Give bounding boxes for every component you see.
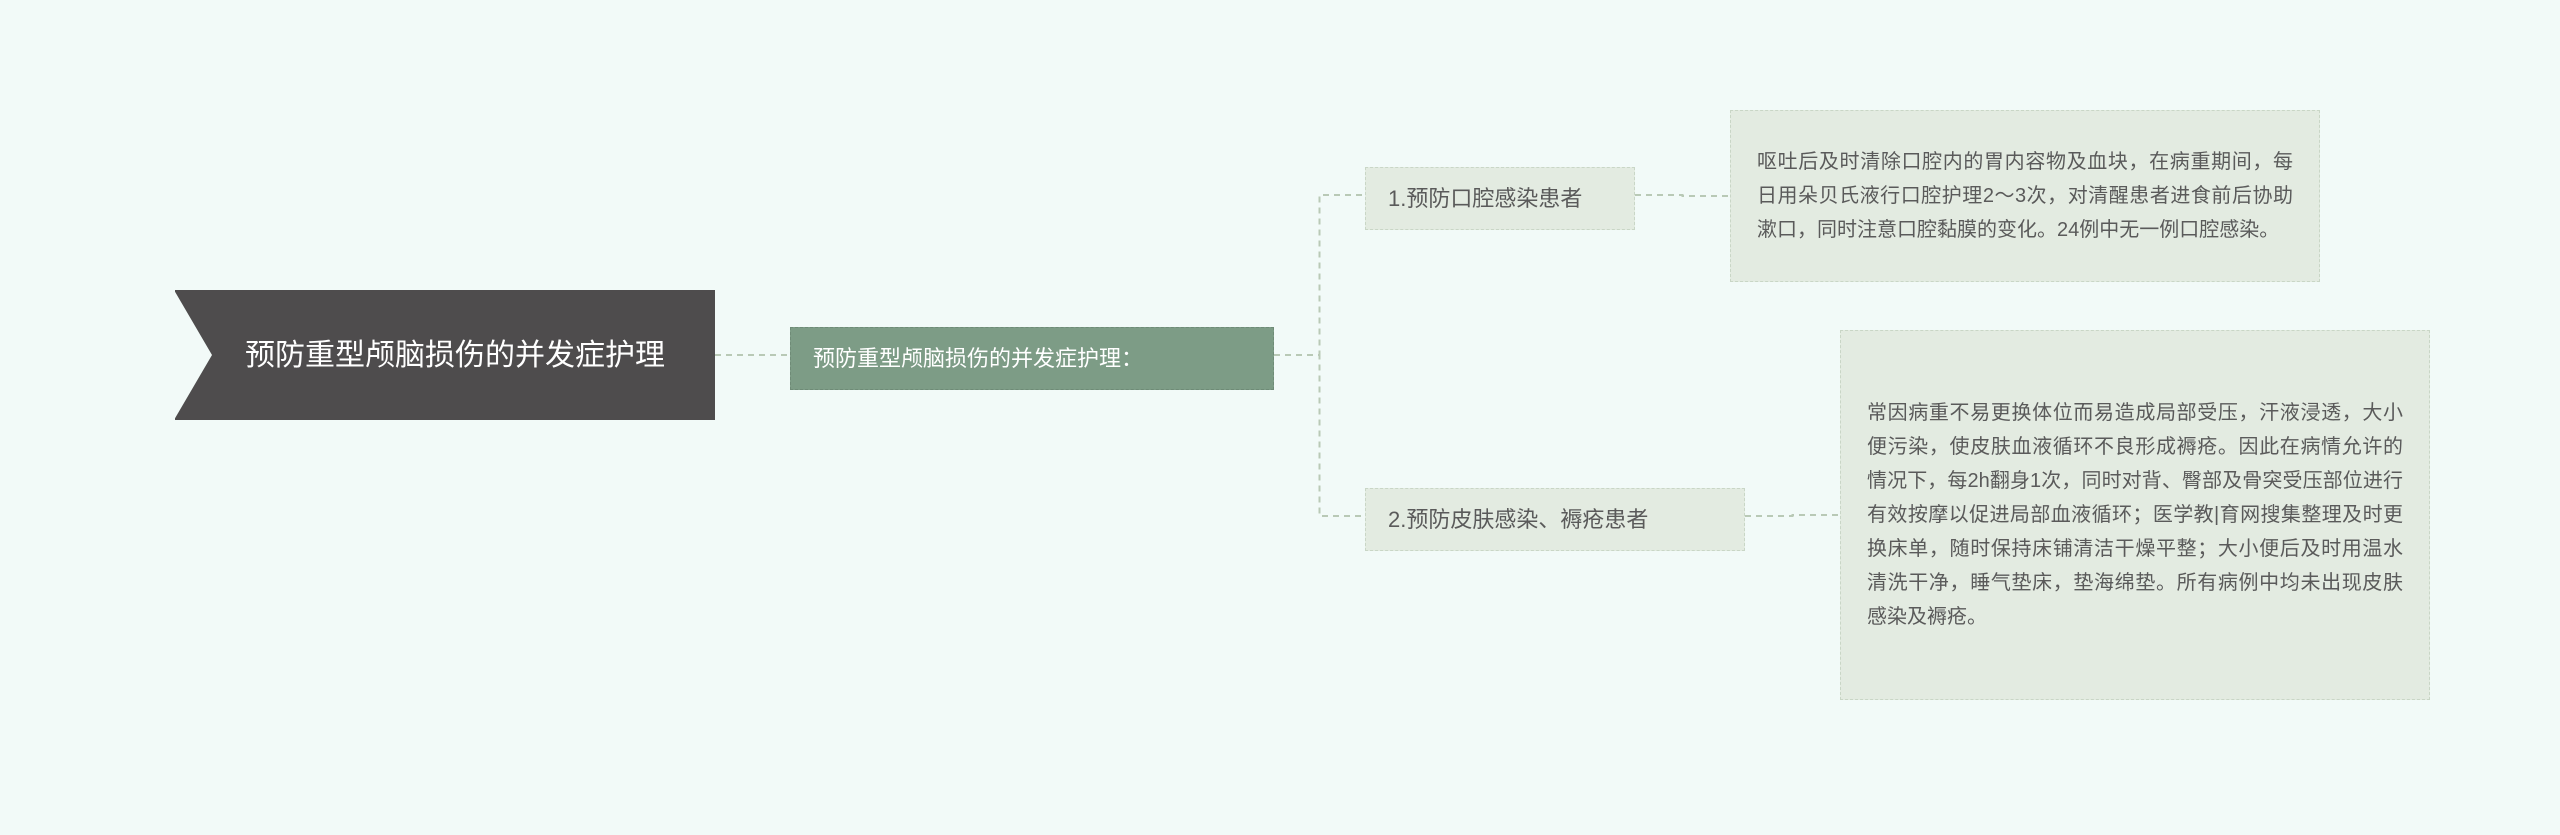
- root-label: 预防重型颅脑损伤的并发症护理: [245, 333, 665, 378]
- root-node: 预防重型颅脑损伤的并发症护理: [175, 290, 715, 420]
- leaf-label: 2.预防皮肤感染、褥疮患者: [1388, 501, 1648, 538]
- leaf-label: 1.预防口腔感染患者: [1388, 180, 1582, 217]
- detail-node-skin: 常因病重不易更换体位而易造成局部受压，汗液浸透，大小便污染，使皮肤血液循环不良形…: [1840, 330, 2430, 700]
- sub-node: 预防重型颅脑损伤的并发症护理：: [790, 327, 1274, 390]
- mindmap-canvas: 预防重型颅脑损伤的并发症护理 预防重型颅脑损伤的并发症护理： 1.预防口腔感染患…: [0, 0, 2560, 835]
- detail-text: 常因病重不易更换体位而易造成局部受压，汗液浸透，大小便污染，使皮肤血液循环不良形…: [1867, 396, 2403, 634]
- leaf-node-oral: 1.预防口腔感染患者: [1365, 167, 1635, 230]
- detail-node-oral: 呕吐后及时清除口腔内的胃内容物及血块，在病重期间，每日用朵贝氏液行口腔护理2～3…: [1730, 110, 2320, 282]
- detail-text: 呕吐后及时清除口腔内的胃内容物及血块，在病重期间，每日用朵贝氏液行口腔护理2～3…: [1757, 145, 2293, 247]
- sub-label: 预防重型颅脑损伤的并发症护理：: [813, 340, 1143, 377]
- leaf-node-skin: 2.预防皮肤感染、褥疮患者: [1365, 488, 1745, 551]
